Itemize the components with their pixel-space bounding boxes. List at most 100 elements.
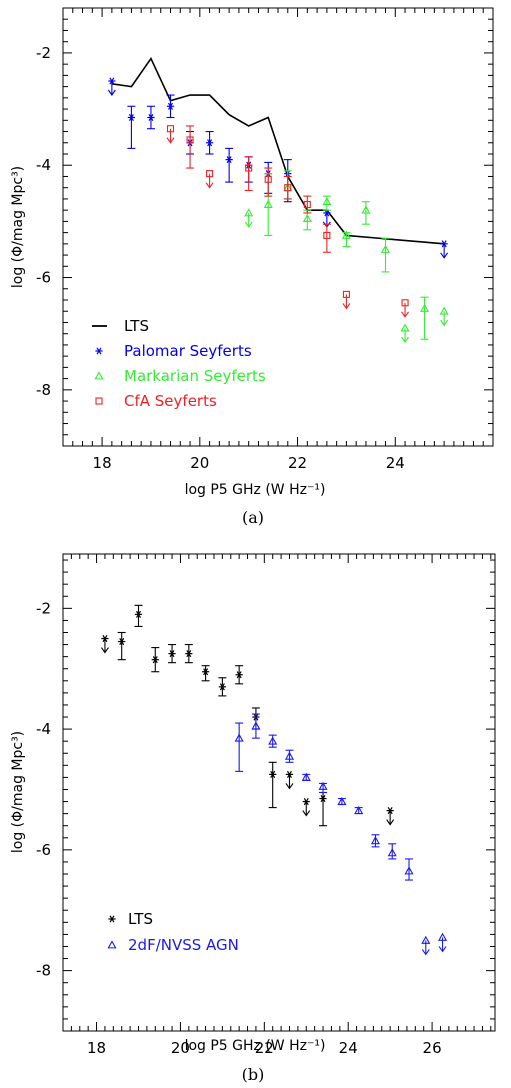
data-point-2df-nvss-agn	[354, 805, 364, 815]
panel-a-axis-ticks: 18 20 22 24 -8 -6 -4 -2	[36, 7, 494, 472]
data-point-2df-nvss-agn	[337, 796, 347, 806]
upper-limit-arrowhead	[386, 819, 395, 826]
x-tick-label: 24	[386, 454, 405, 472]
data-point-palomar-seyferts	[440, 240, 449, 259]
data-point-palomar-seyferts	[146, 105, 155, 130]
marker-triangle	[420, 303, 430, 312]
x-tick-label: 22	[288, 454, 307, 472]
data-point-palomar-seyferts	[225, 147, 234, 183]
y-tick-label: -8	[36, 962, 51, 980]
data-point-cfa-seyferts	[205, 170, 214, 189]
marker-triangle	[301, 772, 311, 781]
marker-asterisk	[205, 139, 214, 147]
legend-marker-triangle	[94, 371, 104, 380]
upper-limit-arrowhead	[302, 810, 311, 817]
marker-square	[264, 175, 272, 183]
marker-square	[206, 170, 214, 178]
marker-triangle	[234, 733, 244, 742]
data-point-2df-nvss-agn	[284, 749, 295, 763]
marker-asterisk	[101, 634, 109, 643]
data-point-2df-nvss-agn	[301, 772, 311, 781]
marker-triangle	[439, 306, 449, 315]
marker-asterisk	[302, 798, 310, 806]
data-point-markarian-seyferts	[244, 208, 254, 228]
series-lts	[111, 56, 445, 245]
data-point-markarian-seyferts	[361, 201, 371, 225]
series-lts	[100, 604, 395, 827]
panel-a-y-axis-label: log (Φ/mag Mpc³)	[10, 166, 26, 288]
marker-triangle	[341, 230, 351, 239]
x-tick-label: 26	[423, 1039, 442, 1057]
upper-limit-arrowhead	[401, 311, 409, 318]
data-point-lts	[386, 807, 395, 826]
data-point-2df-nvss-agn	[421, 935, 431, 956]
panel-b-caption-label: (b)	[242, 1065, 265, 1084]
panel-b-series	[100, 604, 448, 956]
data-point-lts	[117, 631, 126, 661]
y-tick-label: -4	[36, 156, 51, 174]
marker-triangle	[263, 199, 273, 208]
marker-asterisk	[319, 794, 327, 803]
marker-asterisk	[285, 770, 294, 778]
upper-limit-arrowhead	[421, 949, 430, 956]
data-point-lts	[134, 604, 143, 628]
series-2df-nvss-agn	[234, 713, 448, 956]
y-tick-label: -4	[36, 720, 51, 738]
y-tick-label: -2	[36, 44, 51, 62]
legend-label: CfA Seyferts	[124, 392, 217, 410]
series-cfa-seyferts	[166, 125, 409, 318]
marker-asterisk	[118, 637, 126, 646]
data-point-cfa-seyferts	[166, 125, 175, 144]
data-point-lts	[201, 665, 210, 682]
x-tick-label: 18	[93, 454, 112, 472]
marker-triangle	[318, 781, 328, 790]
data-point-cfa-seyferts	[186, 125, 195, 169]
data-point-lts	[168, 644, 177, 664]
y-tick-label: -2	[36, 599, 51, 617]
panel-a-legend: LTS Palomar Seyferts Markarian Seyferts CfA…	[92, 317, 266, 410]
marker-asterisk	[127, 113, 136, 122]
marker-triangle	[284, 751, 295, 760]
data-point-palomar-seyferts	[166, 94, 175, 119]
marker-asterisk	[185, 650, 193, 658]
marker-square	[323, 231, 331, 239]
upper-limit-arrowhead	[440, 319, 449, 327]
panel-b-legend: LTS 2dF/NVSS AGN	[107, 910, 239, 954]
data-point-lts	[100, 634, 109, 654]
data-point-palomar-seyferts	[107, 77, 116, 96]
marker-triangle	[438, 932, 448, 941]
marker-asterisk	[225, 156, 233, 164]
marker-triangle	[404, 866, 414, 875]
panel-b-x-axis-label: log P5 GHz (W Hz⁻¹)	[185, 1038, 326, 1054]
marker-triangle	[380, 244, 391, 253]
x-tick-label: 24	[339, 1039, 358, 1057]
data-point-lts	[218, 677, 227, 697]
data-point-lts	[302, 798, 311, 817]
data-point-lts	[319, 791, 328, 827]
data-point-lts	[235, 665, 244, 685]
data-point-cfa-seyferts	[322, 223, 331, 253]
data-point-markarian-seyferts	[420, 296, 430, 340]
upper-limit-arrowhead	[107, 89, 116, 96]
data-point-cfa-seyferts	[401, 299, 409, 318]
marker-asterisk	[386, 807, 394, 815]
upper-limit-arrowhead	[342, 303, 351, 310]
marker-triangle	[354, 805, 364, 815]
upper-limit-arrowhead	[100, 647, 109, 654]
data-point-cfa-seyferts	[303, 195, 312, 214]
marker-asterisk	[440, 240, 448, 248]
marker-square	[303, 200, 311, 209]
marker-square	[401, 299, 409, 307]
y-tick-label: -6	[36, 841, 51, 859]
legend-label: 2dF/NVSS AGN	[128, 936, 239, 954]
legend-item-palomar-seyferts: Palomar Seyferts	[95, 342, 252, 360]
legend-item-cfa-seyferts: CfA Seyferts	[95, 392, 217, 410]
data-point-2df-nvss-agn	[251, 713, 261, 739]
y-tick-label: -8	[36, 381, 51, 399]
x-tick-label: 20	[190, 454, 209, 472]
marker-asterisk	[323, 209, 331, 217]
data-point-2df-nvss-agn	[318, 781, 328, 794]
legend-marker-asterisk	[108, 915, 116, 923]
data-point-markarian-seyferts	[341, 230, 351, 248]
